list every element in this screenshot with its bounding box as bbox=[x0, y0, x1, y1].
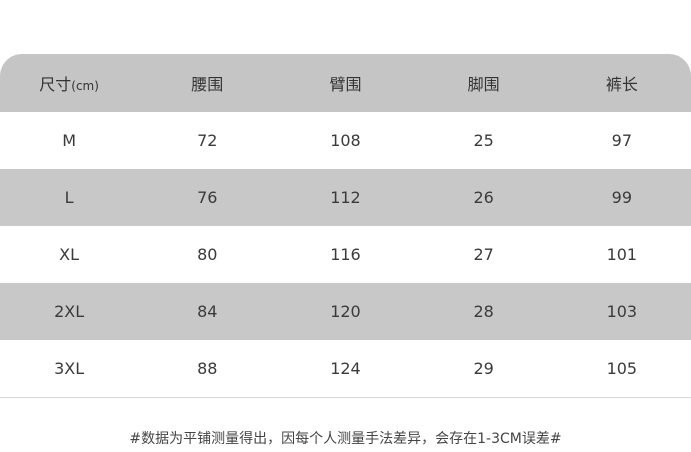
size-cell: L bbox=[64, 188, 74, 207]
value-cell: 124 bbox=[330, 359, 361, 378]
value-cell: 103 bbox=[606, 302, 638, 321]
size-label: 尺寸 bbox=[39, 75, 72, 94]
table-row: 2XL 84 120 28 103 bbox=[0, 283, 691, 340]
value-cell: 76 bbox=[197, 188, 218, 207]
value-cell: 80 bbox=[197, 245, 218, 264]
table-row: M 72 108 25 97 bbox=[0, 112, 691, 169]
header-size: 尺寸(cm) bbox=[0, 71, 138, 95]
value-cell: 120 bbox=[330, 302, 361, 321]
header-length: 裤长 bbox=[605, 75, 638, 94]
table-header-row: 尺寸(cm) 腰围 臂围 脚围 裤长 bbox=[0, 54, 691, 112]
header-hem: 脚围 bbox=[467, 75, 500, 94]
value-cell: 84 bbox=[197, 302, 218, 321]
table-row: L 76 112 26 99 bbox=[0, 169, 691, 226]
measurement-note: #数据为平铺测量得出，因每个人测量手法差异，会存在1-3CM误差# bbox=[129, 431, 562, 447]
value-cell: 28 bbox=[473, 302, 494, 321]
value-cell: 25 bbox=[473, 131, 494, 150]
value-cell: 72 bbox=[197, 131, 218, 150]
value-cell: 88 bbox=[197, 359, 218, 378]
size-cell: M bbox=[62, 131, 76, 150]
table-row: XL 80 116 27 101 bbox=[0, 226, 691, 283]
value-cell: 108 bbox=[330, 131, 361, 150]
size-cell: 3XL bbox=[54, 359, 85, 378]
value-cell: 105 bbox=[606, 359, 638, 378]
value-cell: 99 bbox=[611, 188, 633, 207]
table-row: 3XL 88 124 29 105 bbox=[0, 340, 691, 397]
value-cell: 116 bbox=[330, 245, 361, 264]
size-unit: (cm) bbox=[71, 79, 99, 93]
header-arm: 臂围 bbox=[329, 75, 362, 94]
value-cell: 112 bbox=[330, 188, 361, 207]
value-cell: 29 bbox=[473, 359, 494, 378]
size-cell: 2XL bbox=[54, 302, 85, 321]
value-cell: 101 bbox=[606, 245, 638, 264]
value-cell: 26 bbox=[473, 188, 494, 207]
value-cell: 27 bbox=[473, 245, 494, 264]
value-cell: 97 bbox=[611, 131, 633, 150]
size-chart-table: 尺寸(cm) 腰围 臂围 脚围 裤长 M 72 108 25 97 L 76 112 26 99 X… bbox=[0, 54, 691, 398]
size-cell: XL bbox=[59, 245, 80, 264]
header-waist: 腰围 bbox=[191, 75, 224, 94]
